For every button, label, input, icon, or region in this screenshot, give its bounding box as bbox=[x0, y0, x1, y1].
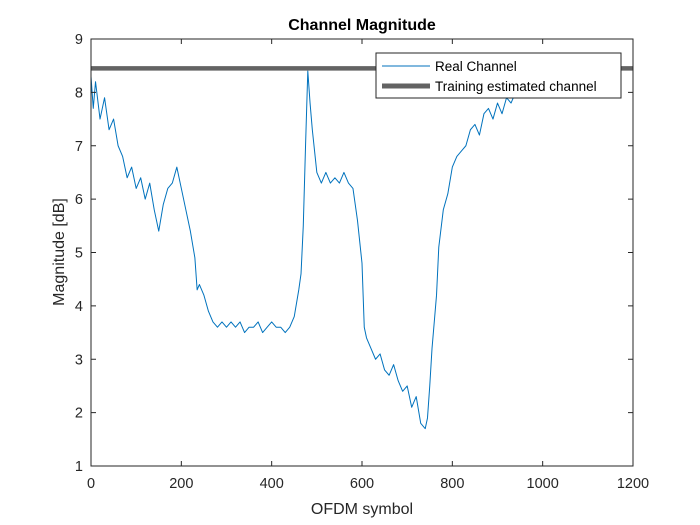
chart-title: Channel Magnitude bbox=[288, 17, 436, 34]
y-tick-label: 2 bbox=[75, 406, 83, 422]
x-tick-label: 0 bbox=[87, 476, 95, 492]
y-tick-label: 3 bbox=[75, 352, 83, 368]
y-tick-label: 9 bbox=[75, 32, 83, 48]
y-tick-label: 5 bbox=[75, 246, 83, 262]
x-axis-label: OFDM symbol bbox=[311, 501, 413, 518]
x-axis: 0 200 400 600 800 1000 1200 bbox=[87, 39, 649, 492]
x-tick-label: 800 bbox=[440, 476, 464, 492]
plot-area bbox=[91, 39, 633, 466]
x-tick-label: 400 bbox=[260, 476, 284, 492]
y-tick-label: 8 bbox=[75, 85, 83, 101]
y-tick-label: 4 bbox=[75, 299, 83, 315]
x-tick-label: 600 bbox=[350, 476, 374, 492]
legend-label-real-channel: Real Channel bbox=[435, 59, 517, 74]
x-tick-label: 1000 bbox=[527, 476, 559, 492]
y-tick-label: 1 bbox=[75, 459, 83, 475]
legend: Real Channel Training estimated channel bbox=[375, 52, 622, 99]
legend-label-training-estimated-channel: Training estimated channel bbox=[435, 79, 597, 94]
series-line-real-channel bbox=[91, 70, 557, 430]
x-tick-label: 200 bbox=[169, 476, 193, 492]
y-tick-label: 6 bbox=[75, 192, 83, 208]
legend-box bbox=[375, 52, 622, 99]
x-tick-label: 1200 bbox=[617, 476, 649, 492]
y-axis: 1 2 3 4 5 6 7 8 9 bbox=[75, 32, 633, 475]
y-tick-label: 7 bbox=[75, 139, 83, 155]
y-axis-label: Magnitude [dB] bbox=[51, 198, 68, 306]
